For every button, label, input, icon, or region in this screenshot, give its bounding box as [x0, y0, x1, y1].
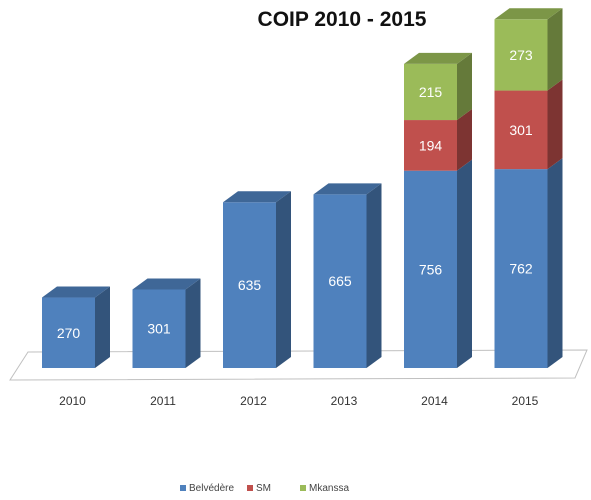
- bar-side: [95, 286, 110, 368]
- legend-swatch: [247, 485, 253, 491]
- data-label: 756: [419, 261, 443, 277]
- bar-top: [404, 52, 472, 64]
- bar-2011-belvédère: 301: [132, 278, 201, 368]
- bar-side: [547, 8, 563, 91]
- data-label: 215: [419, 84, 443, 100]
- bar-front: [313, 194, 367, 368]
- data-label: 665: [328, 273, 352, 289]
- legend-item-belvédère: Belvédère: [180, 483, 234, 494]
- x-axis-ticks: 2010 2011 2012 2013 2014 2015: [59, 394, 539, 408]
- bar-side: [457, 52, 472, 121]
- legend-swatch: [300, 485, 306, 491]
- bar-front: [223, 202, 276, 368]
- bar-top: [313, 183, 382, 195]
- legend-item-mkanssa: Mkanssa: [300, 483, 349, 494]
- x-tick-label: 2010: [59, 394, 86, 408]
- data-label: 273: [509, 47, 533, 63]
- bar-2014-sm: 194: [404, 109, 472, 171]
- data-label: 194: [419, 137, 443, 153]
- data-label: 762: [509, 261, 533, 277]
- bar-side: [185, 278, 201, 368]
- data-label: 270: [57, 325, 81, 341]
- x-tick-label: 2015: [512, 394, 539, 408]
- x-tick-label: 2014: [421, 394, 448, 408]
- bar-front: [494, 169, 548, 368]
- legend-label: SM: [256, 483, 271, 494]
- bar-front: [494, 19, 548, 91]
- bar-side: [547, 79, 563, 170]
- bar-2012-belvédère: 635: [223, 191, 291, 368]
- x-tick-label: 2012: [240, 394, 267, 408]
- bar-side: [457, 109, 472, 171]
- bar-top: [132, 278, 201, 290]
- bar-2015-mkanssa: 273: [494, 8, 563, 91]
- x-tick-label: 2013: [331, 394, 358, 408]
- bar-2013-belvédère: 665: [313, 183, 382, 368]
- bar-front: [404, 170, 457, 368]
- data-label: 635: [238, 277, 262, 293]
- bar-top: [223, 191, 291, 203]
- bar-side: [457, 159, 472, 368]
- data-label: 301: [509, 122, 533, 138]
- bar-front: [132, 289, 186, 368]
- legend: Belvédère SM Mkanssa: [180, 483, 349, 494]
- bar-2010-belvédère: 270: [42, 286, 110, 368]
- bar-side: [547, 158, 563, 368]
- legend-label: Belvédère: [189, 483, 234, 494]
- bar-2014-mkanssa: 215: [404, 52, 472, 121]
- legend-label: Mkanssa: [309, 483, 349, 494]
- bar-2014-belvédère: 756: [404, 159, 472, 368]
- bar-side: [366, 183, 382, 368]
- bar-2015-belvédère: 762: [494, 158, 563, 368]
- bar-side: [276, 191, 291, 368]
- bar-front: [494, 90, 548, 170]
- bar-front: [42, 297, 95, 368]
- bars-group: 270 301 635 665 756 194 215 762 301 273: [42, 8, 563, 368]
- bar-top: [494, 8, 563, 20]
- bar-top: [42, 286, 110, 298]
- bar-front: [404, 120, 457, 171]
- legend-item-sm: SM: [247, 483, 271, 494]
- bar-2015-sm: 301: [494, 79, 563, 170]
- x-tick-label: 2011: [150, 394, 176, 408]
- chart-title: COIP 2010 - 2015: [258, 8, 427, 31]
- bar-front: [404, 63, 457, 121]
- legend-swatch: [180, 485, 186, 491]
- data-label: 301: [147, 321, 171, 337]
